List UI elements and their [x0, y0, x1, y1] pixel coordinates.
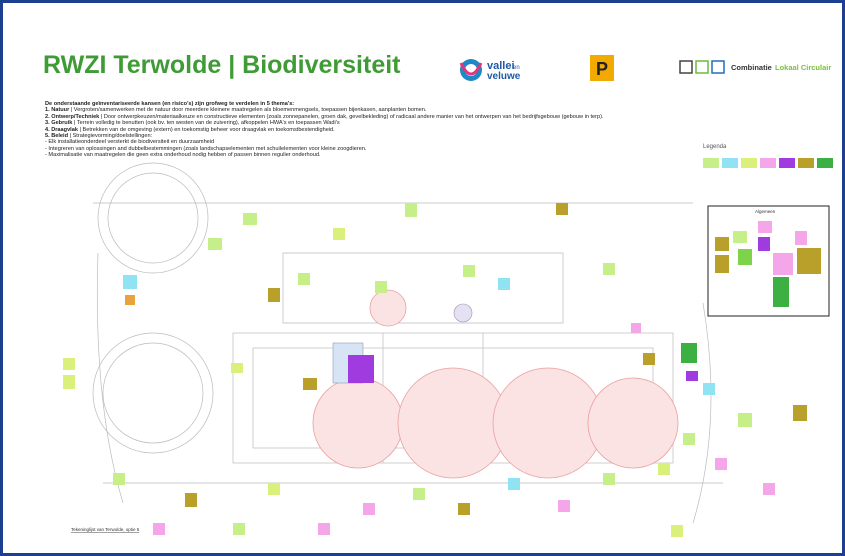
- map-caption: Tekeninglijst van Terwolde, optie 5: [71, 527, 140, 532]
- inset-title: Algemeen: [755, 209, 776, 214]
- legend-swatch: [779, 158, 795, 168]
- sticky-note: [185, 493, 197, 507]
- theme-label: 2. Ontwerp/Techniek: [45, 114, 99, 120]
- sticky-note: [463, 265, 475, 277]
- legend-swatch: [798, 158, 814, 168]
- sticky-note: [63, 375, 75, 389]
- sticky-note: [125, 295, 135, 305]
- sticky-note: [773, 277, 789, 307]
- sticky-note: [333, 228, 345, 240]
- theme-list: 1. Natuur | Vergroten/samenwerken met de…: [45, 107, 705, 139]
- logo-text: veluwe: [487, 71, 521, 82]
- sticky-note: [231, 363, 243, 373]
- theme-label: 4. Draagvlak: [45, 127, 78, 133]
- sticky-note: [268, 483, 280, 495]
- sticky-note: [793, 405, 807, 421]
- sticky-note: [715, 255, 729, 273]
- bullet-item: - Maximalisatie van maatregelen die geen…: [45, 152, 705, 158]
- logo-mark: [712, 61, 724, 73]
- logo-text: P: [596, 59, 608, 79]
- legend-swatch: [760, 158, 776, 168]
- board: RWZI Terwolde | Biodiversiteit vallei en…: [0, 0, 845, 556]
- sticky-note: [703, 383, 715, 395]
- theme-label: 1. Natuur: [45, 107, 69, 113]
- sticky-note: [375, 281, 387, 293]
- theme-text: | Vergroten/samenwerken met de natuur do…: [69, 107, 426, 113]
- sticky-note: [556, 203, 568, 215]
- sticky-note: [603, 263, 615, 275]
- sticky-note: [405, 203, 417, 217]
- legend-swatch: [741, 158, 757, 168]
- sticky-note: [686, 371, 698, 381]
- legend-swatch: [817, 158, 833, 168]
- theme-label: 3. Gebruik: [45, 120, 72, 126]
- bullet-list: - Elk installatieonderdeel versterkt de …: [45, 139, 705, 158]
- logo-mark: [680, 61, 692, 73]
- sticky-note: [298, 273, 310, 285]
- intro-text: De onderstaande geïnventariseerde kansen…: [45, 101, 705, 159]
- sticky-note: [63, 358, 75, 370]
- sticky-note: [795, 231, 807, 245]
- legend-swatch: [703, 158, 719, 168]
- sticky-note: [153, 523, 165, 535]
- theme-text: | Betrekken van de omgeving (extern) en …: [78, 127, 335, 133]
- sticky-note: [658, 463, 670, 475]
- sticky-note: [773, 253, 793, 275]
- sticky-note: [268, 288, 280, 302]
- sticky-note: [603, 473, 615, 485]
- sticky-note: [758, 237, 770, 251]
- sticky-note: [671, 525, 683, 537]
- sticky-note: [758, 221, 772, 233]
- theme-text: | Door ontwerpkeuzen/materiaalkeuze en c…: [99, 114, 603, 120]
- sticky-note: [715, 237, 729, 251]
- sticky-note: [233, 523, 245, 535]
- theme-text: | Strategievorming/doelstellingen:: [68, 133, 152, 139]
- sticky-note: [797, 248, 821, 274]
- logo-text: Combinatie: [731, 63, 772, 72]
- sticky-note: [733, 231, 747, 243]
- sticky-note: [681, 343, 697, 363]
- sticky-note: [508, 478, 520, 490]
- sticky-note: [738, 413, 752, 427]
- tank: [454, 304, 472, 322]
- sticky-note: [738, 249, 752, 265]
- legend-swatch: [722, 158, 738, 168]
- sticky-note: [631, 323, 641, 333]
- sticky-note: [123, 275, 137, 289]
- sticky-note: [243, 213, 257, 225]
- sticky-note: [318, 523, 330, 535]
- sticky-note: [715, 458, 727, 470]
- board-graphics: vallei en veluwe P Combinatie Lokaal Cir…: [3, 3, 845, 556]
- theme-label: 5. Beleid: [45, 133, 68, 139]
- sticky-note: [683, 433, 695, 445]
- sticky-note: [303, 378, 317, 390]
- sticky-note: [208, 238, 222, 250]
- sticky-note: [363, 503, 375, 515]
- sticky-note: [763, 483, 775, 495]
- legend-title: Legenda: [703, 144, 727, 150]
- sticky-note: [113, 473, 125, 485]
- sticky-note: [558, 500, 570, 512]
- sticky-note: [413, 488, 425, 500]
- theme-text: | Terrein volledig te benutten (ook bv. …: [72, 120, 339, 126]
- sticky-note: [498, 278, 510, 290]
- logo-text: Lokaal Circulair: [775, 63, 831, 72]
- sticky-note: [643, 353, 655, 365]
- sticky-note: [348, 355, 374, 383]
- legend-swatches: [703, 158, 833, 168]
- logo-mark: [696, 61, 708, 73]
- tanks: [313, 290, 678, 478]
- sticky-note: [458, 503, 470, 515]
